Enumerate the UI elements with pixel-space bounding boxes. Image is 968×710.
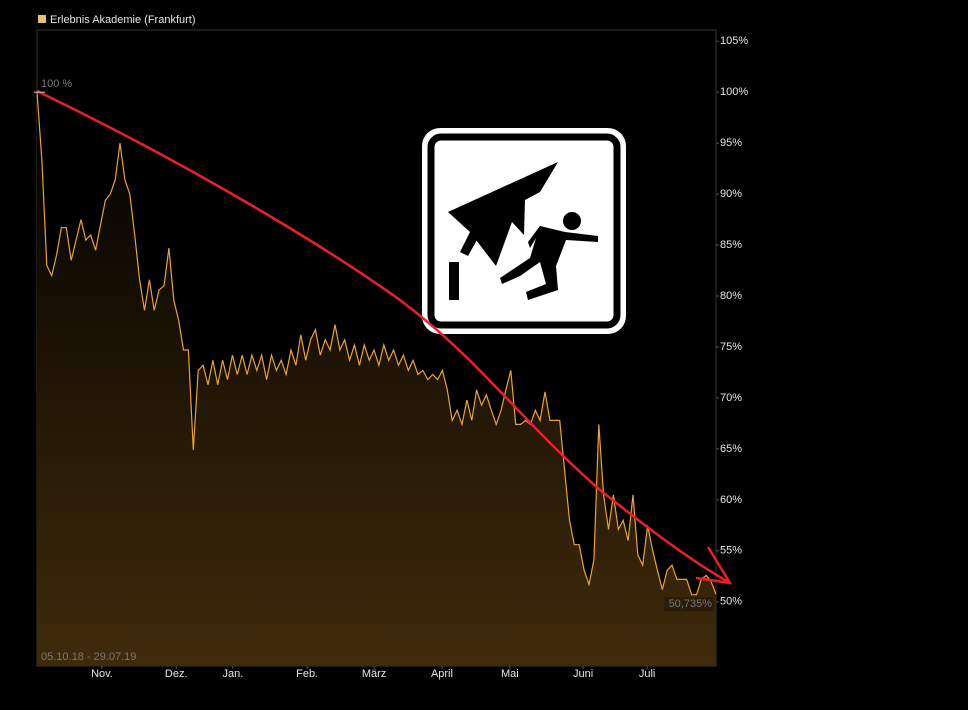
trend-arrow <box>36 89 731 585</box>
y-tick-label: 80% <box>720 290 742 302</box>
last-value-label: 50,735% <box>669 598 713 610</box>
area <box>37 92 716 666</box>
sell-icon <box>422 128 626 334</box>
y-tick-label: 65% <box>720 443 742 455</box>
first-value-label: 100 % <box>41 78 72 90</box>
y-tick-label: 55% <box>720 545 742 557</box>
last-value-box <box>664 597 714 612</box>
y-tick-label: 60% <box>720 494 742 506</box>
y-tick-label: 105% <box>720 35 748 47</box>
legend-label: Erlebnis Akademie (Frankfurt) <box>50 14 196 26</box>
y-tick-label: 75% <box>720 341 742 353</box>
x-tick-label: Dez. <box>165 668 188 680</box>
y-tick-label: 95% <box>720 137 742 149</box>
x-tick-label: April <box>431 668 453 680</box>
y-tick-label: 100% <box>720 86 748 98</box>
x-tick-label: Mai <box>501 668 519 680</box>
date-range: 05.10.18 - 29.07.19 <box>41 651 136 663</box>
x-tick-label: Nov. <box>91 668 113 680</box>
y-tick-label: 90% <box>720 188 742 200</box>
x-tick-label: März <box>362 668 386 680</box>
x-tick-label: Feb. <box>296 668 318 680</box>
y-tick-label: 50% <box>720 596 742 608</box>
line <box>36 92 717 596</box>
x-tick-label: Juni <box>573 668 593 680</box>
trend-arrow-head <box>695 546 733 585</box>
x-tick-label: Juli <box>639 668 656 680</box>
x-tick-label: Jan. <box>222 668 243 680</box>
legend-swatch <box>38 15 46 23</box>
y-tick-label: 85% <box>720 239 742 251</box>
y-tick-label: 70% <box>720 392 742 404</box>
